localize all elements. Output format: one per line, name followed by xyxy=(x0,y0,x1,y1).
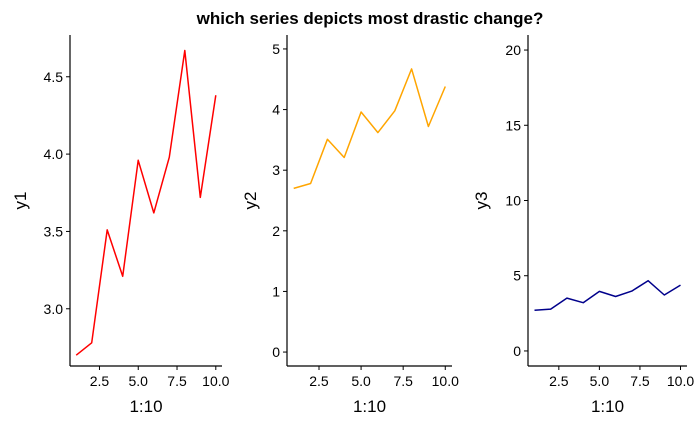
x-tick-label: 7.5 xyxy=(630,373,650,389)
y-tick-label: 2 xyxy=(272,223,280,239)
y-axis-title: y2 xyxy=(241,192,260,210)
y-tick-label: 15 xyxy=(505,117,521,133)
x-axis-title: 1:10 xyxy=(353,397,386,416)
y-tick-label: 3.5 xyxy=(44,223,64,239)
x-tick-label: 10.0 xyxy=(202,373,229,389)
series-line-y3 xyxy=(534,279,681,312)
x-axis-title: 1:10 xyxy=(591,397,624,416)
y-axis-title: y3 xyxy=(472,192,491,210)
panel-y1: 2.5 5.0 7.5 10.0 3.0 3.5 4.0 4.5 1:10 y1 xyxy=(11,35,230,416)
y-tick-label: 4.5 xyxy=(44,69,64,85)
x-tick-label: 5.0 xyxy=(590,373,610,389)
x-tick-label: 7.5 xyxy=(167,373,187,389)
panel-y3: 2.5 5.0 7.5 10.0 0 5 10 15 20 1:10 y3 xyxy=(472,35,694,416)
y-tick-label: 4 xyxy=(272,102,280,118)
series-line-y2 xyxy=(293,68,446,190)
x-axis-title: 1:10 xyxy=(129,397,162,416)
y-tick-label: 10 xyxy=(505,193,521,209)
y-tick-label: 4.0 xyxy=(44,146,64,162)
y-tick-label: 5 xyxy=(272,41,280,57)
x-tick-label: 5.0 xyxy=(351,373,371,389)
x-tick-label: 2.5 xyxy=(90,373,110,389)
chart-panels: 2.5 5.0 7.5 10.0 3.0 3.5 4.0 4.5 1:10 y1 2.5 5.0 7.5… xyxy=(11,35,694,416)
series-line-y1 xyxy=(75,49,217,356)
y-tick-label: 0 xyxy=(513,343,521,359)
x-tick-label: 2.5 xyxy=(549,373,569,389)
x-tick-label: 7.5 xyxy=(393,373,413,389)
panel-y2: 2.5 5.0 7.5 10.0 0 1 2 3 4 5 1:10 y2 xyxy=(241,35,459,416)
x-tick-label: 2.5 xyxy=(309,373,329,389)
y-tick-label: 3 xyxy=(272,162,280,178)
y-axis-title: y1 xyxy=(11,192,30,210)
x-tick-label: 10.0 xyxy=(432,373,459,389)
x-tick-label: 10.0 xyxy=(667,373,694,389)
x-tick-label: 5.0 xyxy=(129,373,149,389)
y-tick-label: 0 xyxy=(272,344,280,360)
y-tick-label: 5 xyxy=(513,268,521,284)
y-tick-label: 3.0 xyxy=(44,301,64,317)
chart-title: which series depicts most drastic change… xyxy=(196,9,544,28)
y-tick-label: 1 xyxy=(272,283,280,299)
y-tick-label: 20 xyxy=(505,42,521,58)
